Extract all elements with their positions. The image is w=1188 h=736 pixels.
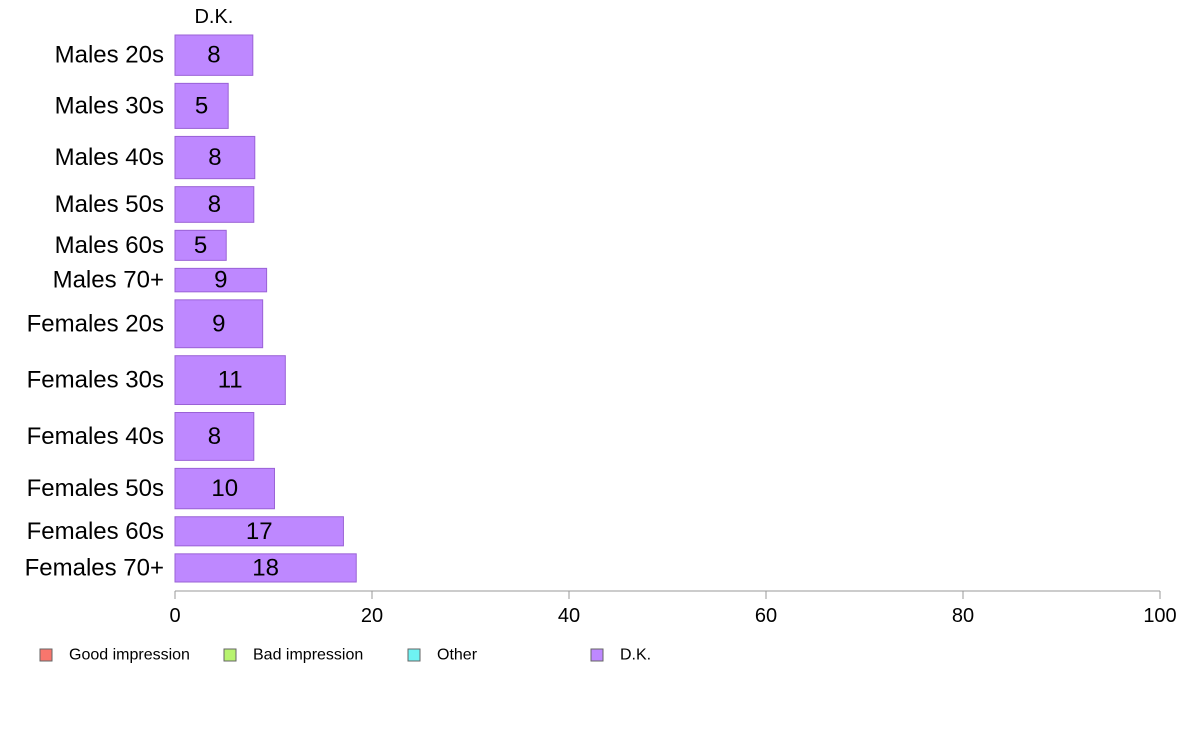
- data-label-females-70plus: 18: [252, 554, 279, 581]
- legend-label-other: Other: [437, 647, 478, 664]
- category-label-males-20s: Males 20s: [55, 42, 164, 69]
- column-header-layer: D.K.: [194, 6, 233, 28]
- data-label-males-40s: 8: [208, 144, 221, 171]
- legend-swatch-good-impression: [39, 648, 53, 662]
- category-label-females-40s: Females 40s: [27, 423, 164, 450]
- x-tick-label-0: 0: [169, 605, 180, 627]
- category-label-females-20s: Females 20s: [27, 310, 164, 337]
- data-label-males-30s: 5: [195, 92, 208, 119]
- data-label-males-60s: 5: [194, 232, 207, 259]
- data-label-males-20s: 8: [207, 42, 220, 69]
- legend-label-good-impression: Good impression: [69, 647, 190, 664]
- column-header: D.K.: [194, 6, 233, 28]
- legend-swatch-d-k: [590, 648, 604, 662]
- x-tick-label-60: 60: [755, 605, 777, 627]
- bar-d-k-males-30s: [174, 82, 229, 129]
- category-label-males-60s: Males 60s: [55, 232, 164, 259]
- bar-d-k-males-20s: [174, 34, 254, 76]
- category-label-females-50s: Females 50s: [27, 475, 164, 502]
- data-label-females-40s: 8: [208, 423, 221, 450]
- bar-d-k-females-30s: [174, 355, 286, 406]
- data-label-females-30s: 11: [218, 367, 243, 394]
- bar-d-k-males-40s: [174, 135, 256, 180]
- legend: Good impression Bad impression Other D.K.: [39, 647, 651, 664]
- data-label-males-70plus: 9: [214, 267, 227, 294]
- category-label-males-50s: Males 50s: [55, 191, 164, 218]
- legend-swatch-bad-impression: [223, 648, 237, 662]
- bar-d-k-females-20s: [174, 299, 264, 349]
- data-label-females-60s: 17: [246, 518, 273, 545]
- bar-d-k-females-50s: [174, 467, 275, 510]
- category-label-males-30s: Males 30s: [55, 92, 164, 119]
- bar-d-k-females-60s: [174, 516, 344, 547]
- bar-d-k-males-50s: [174, 186, 255, 223]
- legend-label-d-k: D.K.: [620, 647, 651, 664]
- x-axis: 0 20 40 60 80 100: [169, 590, 1177, 627]
- x-tick-label-100: 100: [1143, 605, 1176, 627]
- legend-label-bad-impression: Bad impression: [253, 647, 363, 664]
- category-label-females-30s: Females 30s: [27, 367, 164, 394]
- x-tick-label-80: 80: [952, 605, 974, 627]
- data-label-males-50s: 8: [208, 191, 221, 218]
- bar-d-k-females-70plus: [174, 553, 357, 583]
- bars-layer: Males 20s 8 Males 30s 5 Males 40s 8 Males 50s 8…: [25, 34, 357, 583]
- x-tick-label-20: 20: [361, 605, 383, 627]
- data-label-females-50s: 10: [211, 475, 238, 502]
- category-label-males-70plus: Males 70+: [53, 267, 164, 294]
- category-label-males-40s: Males 40s: [55, 144, 164, 171]
- category-label-females-70plus: Females 70+: [25, 554, 164, 581]
- category-label-females-60s: Females 60s: [27, 518, 164, 545]
- bar-d-k-males-70plus: [174, 267, 268, 293]
- x-tick-label-40: 40: [558, 605, 580, 627]
- bar-d-k-males-60s: [174, 229, 227, 261]
- data-label-females-20s: 9: [212, 310, 225, 337]
- legend-swatch-other: [407, 648, 421, 662]
- bar-d-k-females-40s: [174, 412, 255, 461]
